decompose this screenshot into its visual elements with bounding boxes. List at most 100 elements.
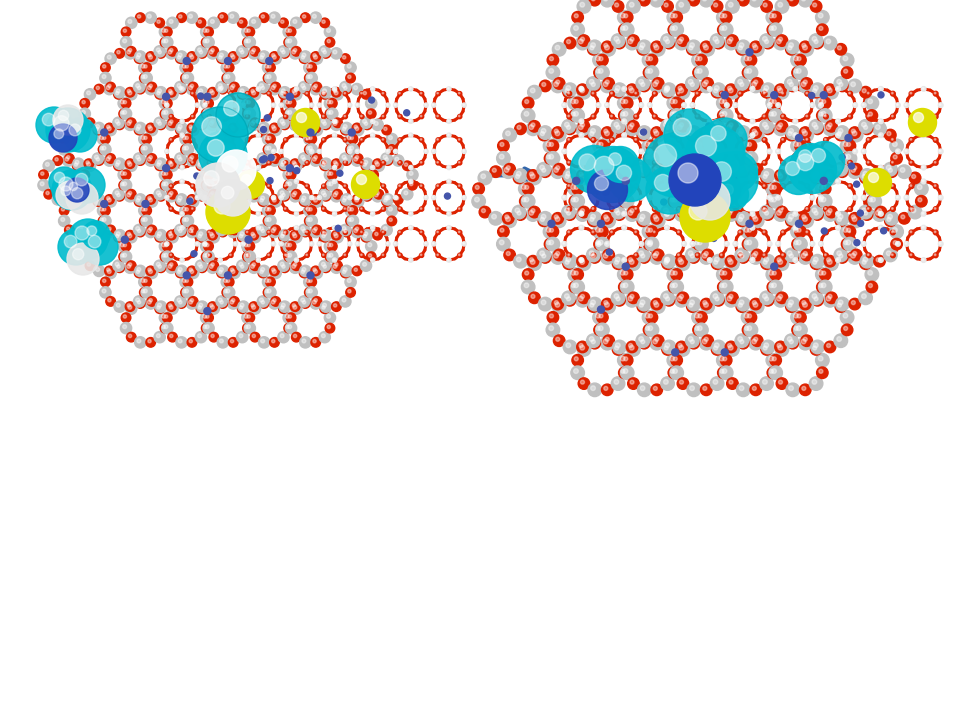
Circle shape [242, 104, 243, 105]
Circle shape [169, 253, 174, 258]
Circle shape [717, 151, 757, 192]
Circle shape [340, 153, 351, 164]
Circle shape [362, 230, 372, 240]
Circle shape [720, 354, 732, 366]
Circle shape [825, 171, 838, 185]
Circle shape [146, 194, 156, 204]
Circle shape [229, 139, 231, 140]
Circle shape [720, 161, 722, 163]
Circle shape [355, 227, 359, 230]
Circle shape [462, 242, 467, 246]
Circle shape [220, 301, 224, 304]
Circle shape [446, 258, 451, 262]
Circle shape [191, 230, 195, 235]
Circle shape [741, 310, 755, 324]
Circle shape [825, 257, 838, 271]
Circle shape [288, 110, 292, 114]
Circle shape [59, 110, 69, 121]
Circle shape [938, 241, 943, 246]
Circle shape [207, 262, 218, 274]
Circle shape [695, 184, 700, 189]
Circle shape [621, 198, 625, 202]
Circle shape [326, 108, 338, 120]
Circle shape [146, 267, 157, 279]
Circle shape [127, 233, 131, 235]
Circle shape [191, 114, 195, 119]
Circle shape [280, 20, 284, 23]
Circle shape [556, 337, 560, 341]
Circle shape [297, 112, 306, 122]
Circle shape [771, 263, 778, 270]
Circle shape [546, 228, 551, 233]
Circle shape [361, 254, 362, 256]
Circle shape [701, 128, 714, 142]
Circle shape [669, 154, 721, 206]
Circle shape [805, 230, 809, 235]
Circle shape [230, 125, 233, 128]
Circle shape [801, 249, 812, 261]
Circle shape [364, 232, 368, 235]
Circle shape [664, 260, 668, 264]
Circle shape [620, 185, 625, 189]
Circle shape [719, 194, 732, 208]
Circle shape [648, 326, 653, 330]
Circle shape [836, 212, 840, 216]
Circle shape [244, 251, 255, 262]
Circle shape [886, 166, 898, 177]
Circle shape [432, 242, 436, 246]
Circle shape [753, 43, 756, 48]
Circle shape [290, 302, 300, 312]
Circle shape [555, 217, 560, 222]
Circle shape [742, 153, 754, 164]
Circle shape [115, 163, 119, 166]
Circle shape [237, 18, 247, 27]
Circle shape [356, 197, 358, 198]
Circle shape [105, 53, 116, 64]
Circle shape [714, 343, 719, 348]
Circle shape [198, 263, 207, 273]
Circle shape [888, 168, 893, 172]
Circle shape [664, 3, 668, 7]
Circle shape [689, 215, 694, 219]
Circle shape [295, 258, 297, 260]
Circle shape [311, 338, 321, 347]
Circle shape [165, 103, 169, 107]
Circle shape [262, 133, 274, 145]
Circle shape [239, 163, 243, 166]
Circle shape [594, 176, 609, 191]
Circle shape [226, 289, 229, 293]
Circle shape [333, 189, 343, 199]
Circle shape [845, 135, 852, 141]
Circle shape [188, 14, 193, 18]
Circle shape [286, 99, 296, 108]
Circle shape [612, 168, 626, 182]
Circle shape [325, 37, 335, 47]
Circle shape [787, 252, 799, 264]
Circle shape [778, 88, 782, 93]
Circle shape [55, 172, 64, 183]
Circle shape [265, 135, 269, 140]
Circle shape [723, 271, 727, 275]
Circle shape [368, 179, 379, 191]
Circle shape [629, 172, 633, 176]
Circle shape [748, 228, 752, 232]
Circle shape [191, 207, 195, 211]
Circle shape [690, 180, 730, 220]
Circle shape [381, 153, 393, 164]
Circle shape [762, 207, 767, 212]
Circle shape [867, 115, 869, 117]
Circle shape [244, 243, 248, 247]
Circle shape [187, 266, 197, 276]
Circle shape [620, 109, 634, 122]
Circle shape [708, 225, 712, 230]
Circle shape [702, 339, 707, 344]
Circle shape [862, 89, 866, 93]
Circle shape [797, 154, 801, 159]
Circle shape [614, 294, 619, 299]
Circle shape [203, 323, 214, 334]
Circle shape [368, 100, 372, 104]
Circle shape [867, 161, 869, 163]
Circle shape [273, 84, 276, 88]
Circle shape [820, 97, 831, 109]
Circle shape [781, 92, 783, 94]
